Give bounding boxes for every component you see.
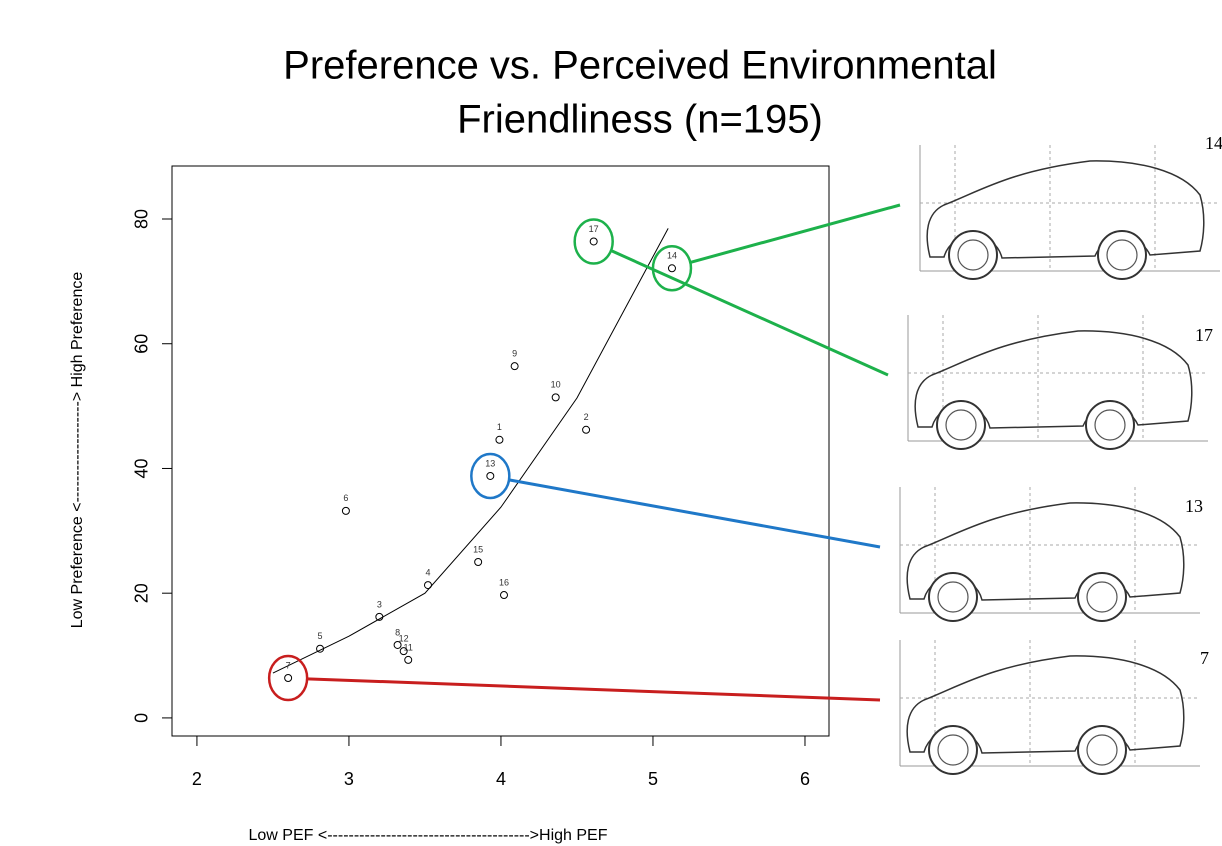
point-label: 1 [497,422,502,432]
callout-line [611,251,888,375]
car-wheel [949,231,997,279]
point-label: 9 [512,349,517,359]
data-point [552,394,559,401]
x-tick-label: 2 [192,769,202,789]
callout-line [690,205,900,262]
chart-title: Friendliness (n=195) [457,98,823,142]
data-point [424,582,431,589]
point-label: 7 [286,660,291,670]
data-point [511,363,518,370]
callout-line [307,679,880,700]
data-point [500,592,507,599]
data-point [496,436,503,443]
point-label: 6 [343,493,348,503]
point-label: 10 [551,380,561,390]
data-point [285,675,292,682]
point-label: 14 [667,251,677,261]
point-label: 17 [589,224,599,234]
x-tick-label: 6 [800,769,810,789]
y-axis-label: Low Preference <-------------------> Hig… [69,272,86,629]
y-tick-label: 0 [132,713,152,723]
x-tick-label: 3 [344,769,354,789]
car-wheel [929,726,977,774]
car-wheel [929,573,977,621]
data-point [668,265,675,272]
y-tick-label: 80 [132,209,152,229]
data-point [342,507,349,514]
point-label: 12 [399,634,409,644]
car-wheel [1078,573,1126,621]
point-label: 5 [318,631,323,641]
x-tick-label: 5 [648,769,658,789]
point-label: 3 [377,599,382,609]
point-label: 2 [584,412,589,422]
point-label: 15 [473,544,483,554]
car-panel [908,315,1208,449]
y-tick-label: 60 [132,334,152,354]
callout-label: 7 [1200,648,1209,668]
point-label: 11 [404,642,413,652]
car-wheel [1086,401,1134,449]
callout-line [509,480,880,547]
fit-curve [273,228,668,673]
car-panel [900,487,1200,621]
y-tick-label: 40 [132,458,152,478]
chart-title: Preference vs. Perceived Environmental [283,44,997,88]
callout-label: 17 [1195,325,1213,345]
data-point [590,238,597,245]
car-wheel [937,401,985,449]
car-panel [920,145,1220,279]
point-label: 16 [499,577,509,587]
data-point [487,472,494,479]
callout-label: 13 [1185,496,1203,516]
chart: Preference vs. Perceived Environmental F… [0,0,1222,846]
x-axis-label: Low PEF <-------------------------------… [249,827,608,844]
point-label: 4 [425,567,430,577]
y-tick-label: 20 [132,583,152,603]
callout-label: 14 [1205,133,1222,153]
data-point [583,426,590,433]
car-wheel [1078,726,1126,774]
car-wheel [1098,231,1146,279]
x-tick-label: 4 [496,769,506,789]
data-point [475,559,482,566]
point-label: 13 [485,458,495,468]
data-point [405,656,412,663]
car-panel [900,640,1200,774]
